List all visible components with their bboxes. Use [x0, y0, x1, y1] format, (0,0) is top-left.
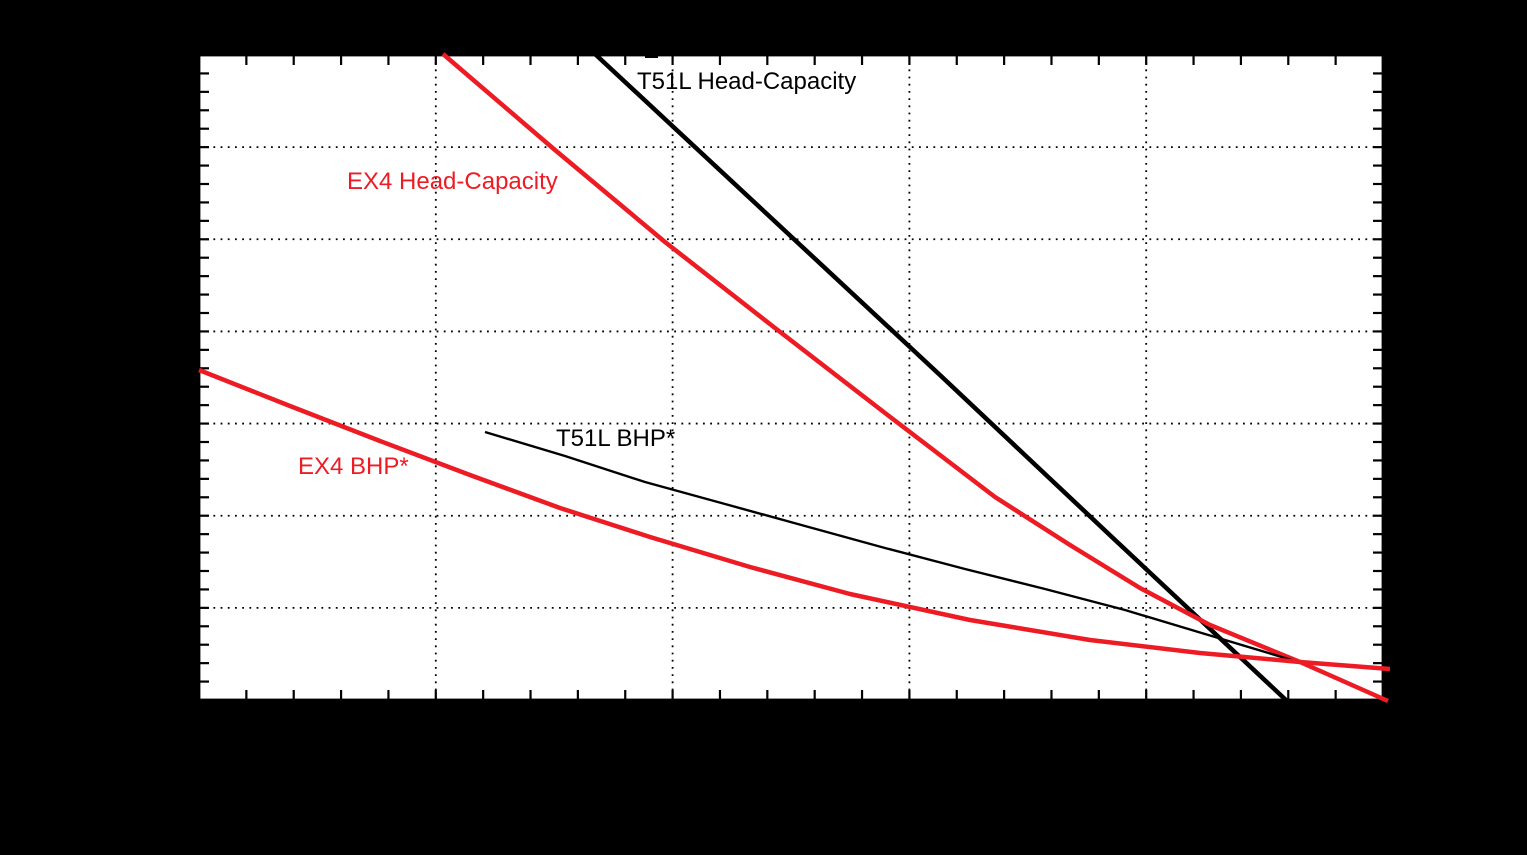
curves: [198, 52, 1391, 704]
label-ex4-bhp: EX4 BHP*: [298, 453, 409, 480]
plot-area: [199, 55, 1383, 700]
axis-ticks: [199, 55, 1383, 700]
title-descender-artifact: [645, 49, 658, 58]
t51l-bhp-curve: [484, 430, 1296, 663]
t51l-head-capacity-curve: [593, 52, 1289, 703]
label-t51l-bhp: T51L BHP*: [556, 425, 675, 452]
axes-frame: [197, 53, 1385, 702]
label-ex4-head-capacity: EX4 Head-Capacity: [347, 168, 558, 195]
label-t51l-head-capacity: T51L Head-Capacity: [637, 68, 856, 95]
curve-labels: T51L Head-Capacity EX4 Head-Capacity T51…: [298, 68, 856, 480]
ex4-bhp-curve: [198, 367, 1391, 672]
ex4-head-capacity-curve: [441, 52, 1389, 704]
